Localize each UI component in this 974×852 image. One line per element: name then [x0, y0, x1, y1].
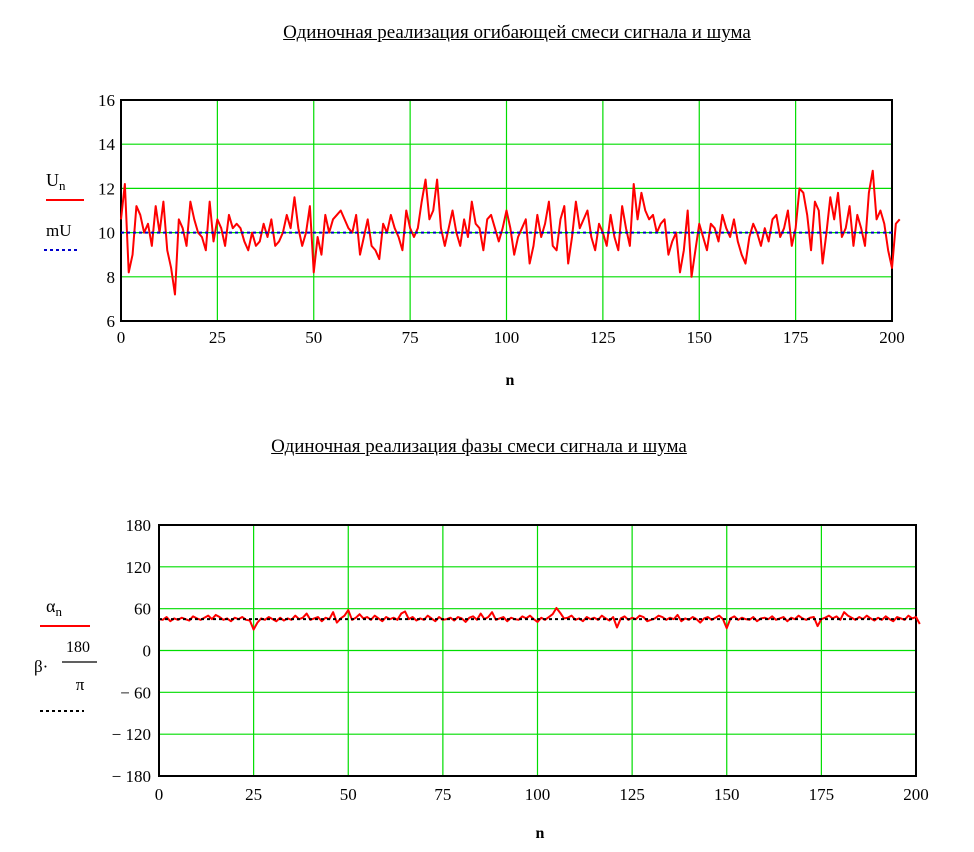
x-tick-label: 150 [714, 785, 740, 804]
y-tick-label: − 180 [112, 767, 151, 786]
x-tick-labels: 0 25 50 75 100 125 150 175 200 [117, 328, 905, 347]
x-tick-label: 75 [434, 785, 451, 804]
x-tick-label: 175 [809, 785, 835, 804]
legend-label-mu: mU [46, 221, 72, 240]
x-tick-label: 125 [590, 328, 616, 347]
x-tick-label: 125 [619, 785, 645, 804]
y-tick-label: 8 [107, 268, 116, 287]
x-tick-label: 75 [402, 328, 419, 347]
x-tick-label: 175 [783, 328, 809, 347]
x-tick-label: 50 [340, 785, 357, 804]
x-tick-label: 200 [903, 785, 929, 804]
x-tick-label: 150 [687, 328, 713, 347]
legend-fraction-numerator: 180 [66, 639, 90, 656]
series-line-primary [120, 169, 901, 296]
legend-label-beta: β· [34, 657, 48, 676]
legend-fraction-denominator: π [76, 675, 85, 694]
x-tick-label: 25 [245, 785, 262, 804]
legend-label-alpha: αn [46, 596, 62, 619]
x-tick-labels: 0 25 50 75 100 125 150 175 200 [155, 785, 929, 804]
series-group [158, 606, 921, 631]
x-tick-label: 0 [155, 785, 164, 804]
x-axis-label: n [506, 372, 515, 389]
y-tick-label: 12 [98, 179, 115, 198]
grid [159, 525, 916, 776]
y-tick-label: 180 [126, 516, 152, 535]
chart-title-envelope: Одиночная реализация огибающей смеси сиг… [283, 22, 751, 43]
x-axis-label: n [536, 825, 545, 842]
y-tick-label: 6 [107, 312, 116, 331]
x-tick-label: 0 [117, 328, 126, 347]
y-tick-label: 60 [134, 600, 151, 619]
grid [121, 100, 892, 321]
x-tick-label: 50 [305, 328, 322, 347]
x-tick-label: 100 [494, 328, 520, 347]
y-tick-label: − 120 [112, 725, 151, 744]
x-tick-label: 200 [879, 328, 905, 347]
x-tick-label: 25 [209, 328, 226, 347]
y-tick-label: 120 [126, 558, 152, 577]
y-tick-labels: 180 120 60 0 − 60 − 120 − 180 [112, 516, 151, 786]
plot-frame [158, 524, 917, 777]
y-tick-label: 14 [98, 135, 116, 154]
legend-label-un: Un [46, 170, 66, 193]
chart-envelope: 6 8 10 12 14 16 0 25 50 75 100 125 150 175 200 n Un m… [44, 91, 905, 389]
chart-title-phase: Одиночная реализация фазы смеси сигнала … [271, 436, 687, 457]
y-tick-label: 16 [98, 91, 115, 110]
x-tick-label: 100 [525, 785, 551, 804]
y-tick-labels: 6 8 10 12 14 16 [98, 91, 116, 331]
chart-phase: 180 120 60 0 − 60 − 120 − 180 0 25 50 75 100 125 150… [34, 516, 929, 842]
y-tick-label: − 60 [120, 683, 151, 702]
y-tick-label: 0 [143, 642, 152, 661]
y-tick-label: 10 [98, 224, 115, 243]
series-group [120, 169, 901, 296]
